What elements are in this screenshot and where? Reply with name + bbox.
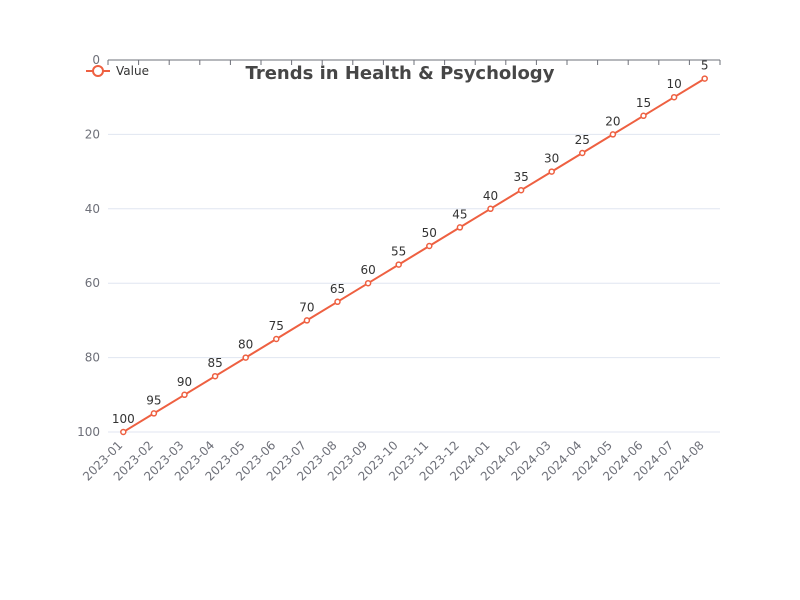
y-tick-label: 100 [77, 425, 100, 439]
data-point[interactable] [670, 93, 678, 101]
data-label: 45 [452, 207, 467, 221]
y-tick-label: 40 [85, 202, 100, 216]
data-point[interactable] [640, 112, 647, 120]
data-point[interactable] [181, 391, 188, 399]
y-tick-label: 60 [85, 276, 100, 290]
data-label: 80 [238, 338, 253, 352]
chart-title: Trends in Health & Psychology [246, 63, 555, 84]
data-point[interactable] [150, 410, 158, 417]
data-label: 20 [605, 114, 620, 128]
data-point[interactable] [701, 75, 708, 82]
data-label: 85 [207, 356, 222, 370]
data-label: 15 [636, 96, 651, 110]
grid-layer [108, 133, 720, 433]
series-layer [120, 75, 708, 436]
legend-marker-icon [92, 65, 104, 77]
label-layer: 100 95 90 85 80 75 70 65 60 55 50 45 40 35 30 25 20 15 10 5 [112, 59, 709, 426]
data-point[interactable] [273, 335, 280, 343]
legend[interactable]: Value [86, 64, 149, 78]
data-label: 60 [360, 263, 375, 277]
data-point[interactable] [364, 279, 372, 287]
data-label: 35 [513, 170, 528, 184]
y-tick-label: 0 [92, 53, 100, 67]
data-point[interactable] [303, 317, 311, 324]
data-point[interactable] [211, 372, 219, 380]
data-label: 100 [112, 412, 135, 426]
data-point[interactable] [487, 205, 494, 213]
data-label: 90 [177, 375, 192, 389]
data-label: 30 [544, 152, 559, 166]
data-label: 75 [269, 319, 284, 333]
data-label: 50 [422, 226, 437, 240]
data-point[interactable] [517, 186, 525, 194]
data-label: 70 [299, 300, 314, 314]
data-label: 25 [575, 133, 590, 147]
data-label: 10 [666, 77, 681, 91]
data-point[interactable] [609, 131, 617, 138]
data-point[interactable] [242, 354, 249, 361]
data-label: 40 [483, 189, 498, 203]
data-point[interactable] [456, 224, 464, 231]
y-tick-label: 20 [85, 127, 100, 141]
data-label: 55 [391, 245, 406, 259]
data-label: 65 [330, 282, 345, 296]
y-tick-label: 80 [85, 351, 100, 365]
legend-label: Value [116, 64, 149, 78]
axis-layer: 0204060801002023-012023-022023-032023-04… [77, 53, 721, 484]
data-label: 95 [146, 393, 161, 407]
data-point[interactable] [334, 298, 341, 306]
data-point[interactable] [548, 168, 555, 175]
data-point[interactable] [426, 242, 433, 250]
data-point[interactable] [120, 428, 127, 436]
data-point[interactable] [395, 261, 402, 268]
series-line [122, 77, 706, 433]
data-point[interactable] [579, 149, 586, 157]
data-label: 5 [701, 59, 709, 73]
